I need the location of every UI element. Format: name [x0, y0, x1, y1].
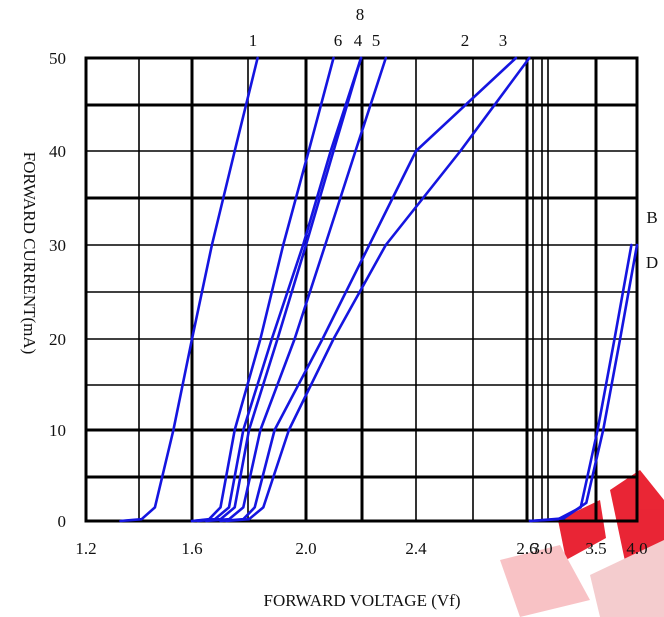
series-curve-5 — [204, 56, 388, 523]
x-tick-label: 2.0 — [295, 539, 316, 558]
series-curve-3 — [224, 56, 531, 523]
x-tick-label: 2.6 — [516, 539, 537, 558]
y-tick-label: 40 — [49, 142, 66, 161]
y-axis-label: FORWARD CURRENT(mA) — [20, 152, 39, 355]
tick-labels: 1.2 1.6 2.0 2.4 2.63.0 3.5 4.0 0 10 20 30 40 50 — [49, 49, 648, 558]
series-label-8: 8 — [356, 5, 365, 24]
series-curve-2 — [219, 56, 518, 523]
series-curve-8 — [190, 56, 363, 523]
y-tick-label: 20 — [49, 330, 66, 349]
x-axis-label: FORWARD VOLTAGE (Vf) — [264, 591, 461, 610]
series-label-2: 2 — [461, 31, 470, 50]
x-tick-label: 2.4 — [405, 539, 427, 558]
y-tick-label: 0 — [58, 512, 67, 531]
series-label-6: 6 — [334, 31, 343, 50]
series-label-3: 3 — [499, 31, 508, 50]
series-curve-6 — [190, 56, 335, 523]
y-tick-label: 50 — [49, 49, 66, 68]
series-labels: 1 68 4 5 2 3 B D — [249, 5, 658, 272]
x-tick-label: 1.6 — [181, 539, 202, 558]
series-label-5: 5 — [372, 31, 381, 50]
series-label-d: D — [646, 253, 658, 272]
x-tick-label: 3.5 — [585, 539, 606, 558]
watermark — [500, 470, 664, 617]
series-label-4: 4 — [354, 31, 363, 50]
series-label-b: B — [646, 208, 657, 227]
series-curve-d — [528, 243, 639, 523]
x-tick-label: 4.0 — [626, 539, 647, 558]
series-curve-1 — [119, 56, 259, 523]
series-label-1: 1 — [249, 31, 258, 50]
y-tick-label: 30 — [49, 236, 66, 255]
y-tick-label: 10 — [49, 421, 66, 440]
x-tick-label: 1.2 — [75, 539, 96, 558]
curves — [119, 56, 639, 523]
x-tick-label: 3.0 — [531, 539, 552, 558]
series-curve-b — [528, 243, 633, 523]
series-curve-4 — [196, 56, 363, 523]
